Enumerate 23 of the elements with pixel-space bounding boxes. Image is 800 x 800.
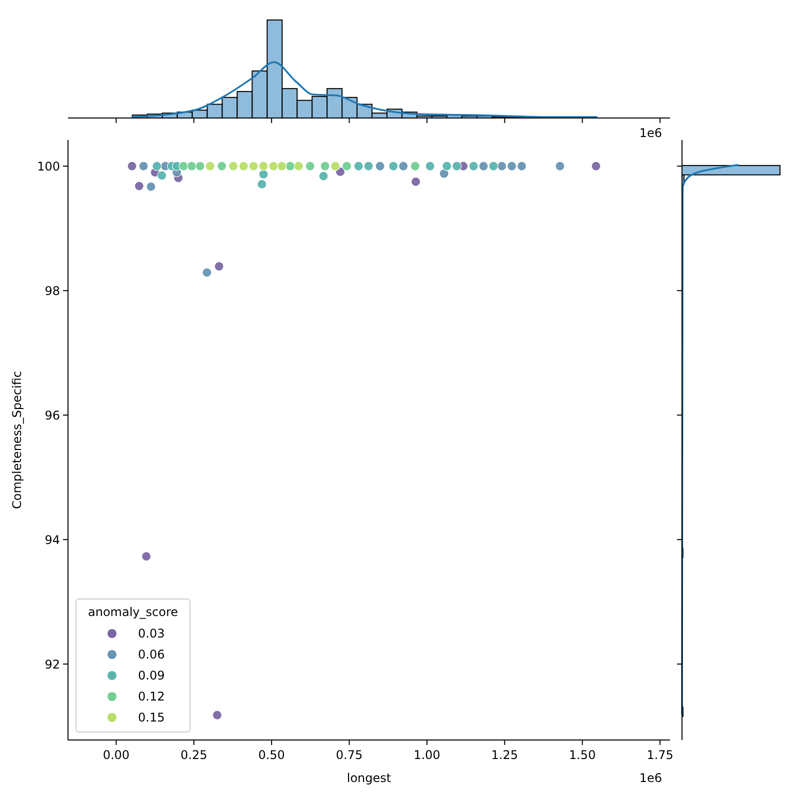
legend-label: 0.15 [138, 710, 165, 725]
x-tick-label: 0.75 [336, 748, 363, 762]
text: 1e6 [639, 771, 662, 785]
legend-title: anomaly_score [88, 605, 178, 619]
y-tick-label: 96 [44, 408, 60, 422]
legend-label: 0.12 [138, 690, 165, 704]
y-tick-label: 92 [44, 657, 60, 672]
x-tick-label: 1.50 [569, 748, 596, 762]
legend-label: 0.03 [138, 626, 165, 641]
y-tick-label: 98 [44, 284, 60, 298]
x-tick-label: 1.25 [491, 748, 518, 762]
y-tick-label: 94 [44, 532, 60, 547]
legend-label: 0.06 [138, 648, 165, 662]
y-tick-label: 100 [37, 159, 60, 174]
x-tick-label: 1.75 [646, 748, 674, 762]
x-tick-label: 0.00 [102, 748, 130, 762]
x-axis-title: longest [346, 771, 392, 785]
x-tick-label: 0.50 [258, 748, 285, 762]
x-tick-label: 0.25 [180, 748, 208, 762]
x-tick-label: 1.00 [414, 748, 440, 762]
annotation: 1e6 [639, 126, 662, 140]
legend-label: 0.09 [138, 668, 165, 683]
y-axis-title: Completeness_Specific [10, 370, 24, 510]
